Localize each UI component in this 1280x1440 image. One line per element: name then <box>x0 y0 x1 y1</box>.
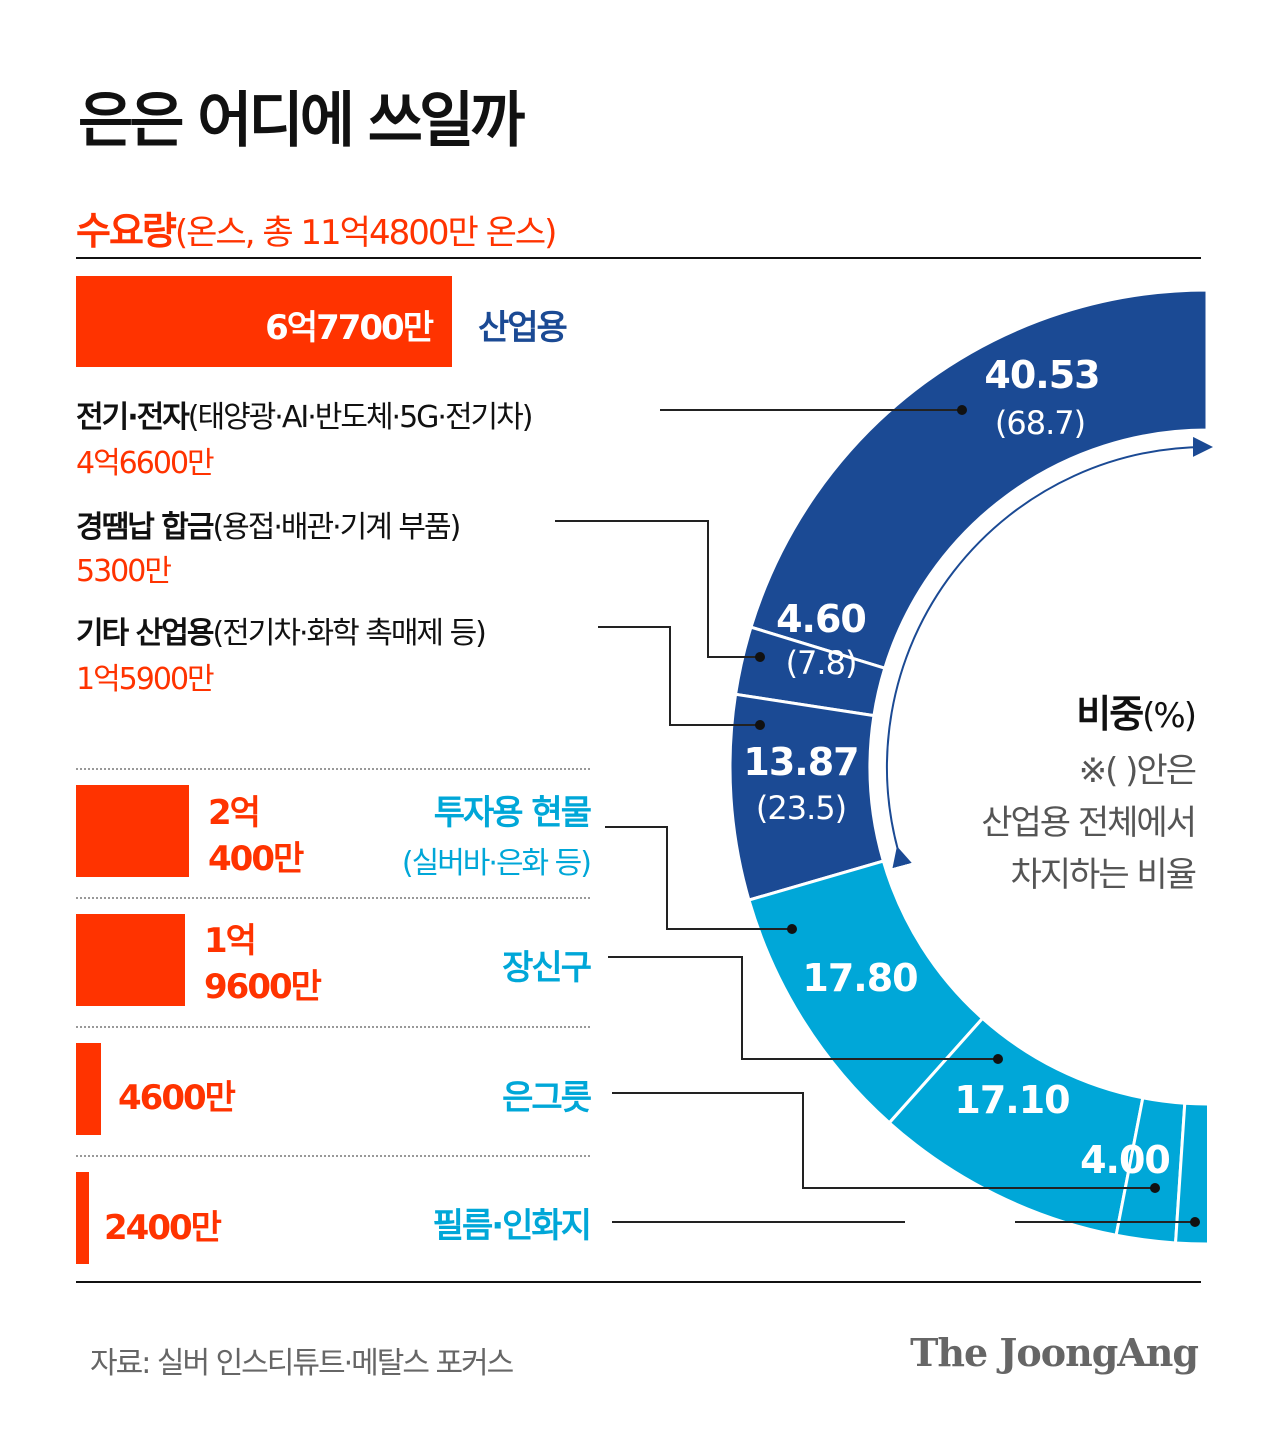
leader-line <box>555 520 760 658</box>
bar-industrial <box>76 276 452 367</box>
segment-label-other-industrial: 13.87 <box>743 740 859 784</box>
investment-sublabel: (실버바·은화 등) <box>401 846 592 881</box>
segment-share-other-industrial: (23.5) <box>755 789 847 827</box>
bar-film <box>76 1172 89 1264</box>
leader-dot <box>787 924 797 934</box>
item-other-industrial: 기타 산업용(전기차·화학 촉매제 등) <box>76 616 487 651</box>
divider <box>76 897 590 899</box>
bottom-rule <box>76 1281 1201 1283</box>
segment-share-electronics: (68.7) <box>994 404 1086 442</box>
leader-line <box>598 626 760 726</box>
film-label: 필름·인화지 <box>432 1206 592 1246</box>
subtitle-bold: 수요량 <box>76 209 177 253</box>
leader-dot <box>755 652 765 662</box>
bar-jewelry <box>76 914 185 1006</box>
jewelry-amount: 1억 9600만 <box>204 921 322 1007</box>
industrial-total-label: 59.00 <box>942 578 1058 622</box>
segment-label-investment: 17.80 <box>802 956 918 1000</box>
leader-line <box>608 956 998 1060</box>
leader-dot <box>755 720 765 730</box>
leader-dot <box>993 1054 1003 1064</box>
divider <box>76 768 590 770</box>
source-text: 자료: 실버 인스티튜트·메탈스 포커스 <box>90 1346 514 1381</box>
item-electronics: 전기·전자(태양광·AI·반도체·5G·전기차) <box>76 400 533 435</box>
leader-dot <box>1150 1183 1160 1193</box>
leader-line <box>612 1092 1155 1189</box>
bar-investment <box>76 785 189 877</box>
divider <box>76 1026 590 1028</box>
bar-silverware <box>76 1043 101 1135</box>
silverware-label: 은그릇 <box>502 1078 592 1118</box>
investment-label: 투자용 현물 <box>433 793 592 833</box>
item-other-industrial-amount: 1억5900만 <box>76 662 215 697</box>
investment-amount: 2억 400만 <box>208 793 304 879</box>
item-solder: 경땜납 합금(용접·배관·기계 부품) <box>76 510 461 545</box>
total-arrow-arc <box>886 436 1213 869</box>
legend-note: ※( )안은 산업용 전체에서 차지하는 비율 <box>981 751 1197 895</box>
segment-label-jewelry: 17.10 <box>954 1078 1070 1122</box>
subtitle: 수요량(온스, 총 11억4800만 온스) <box>76 200 558 255</box>
leader-dot <box>957 405 967 415</box>
subtitle-rest: (온스, 총 11억4800만 온스) <box>174 213 558 253</box>
industrial-label: 산업용 <box>478 308 568 348</box>
donut-segment <box>1173 1101 1207 1246</box>
segment-label-solder: 4.60 <box>776 597 867 641</box>
divider <box>76 1155 590 1157</box>
jewelry-label: 장신구 <box>502 948 592 988</box>
leader-line <box>605 826 792 930</box>
leader-dot <box>1190 1217 1200 1227</box>
logo: The JoongAng <box>910 1330 1199 1375</box>
segment-label-film: 2.10 <box>915 1203 1006 1247</box>
silverware-amount: 4600만 <box>118 1078 236 1118</box>
segment-label-electronics: 40.53 <box>984 353 1100 397</box>
segment-share-solder: (7.8) <box>785 644 858 682</box>
legend-title: 비중(%) <box>1076 692 1197 736</box>
page-title: 은은 어디에 쓰일까 <box>78 86 525 156</box>
item-electronics-amount: 4억6600만 <box>76 446 215 481</box>
item-solder-amount: 5300만 <box>76 554 172 589</box>
film-amount: 2400만 <box>104 1208 222 1248</box>
industrial-amount: 6억7700만 <box>265 308 434 348</box>
top-rule <box>76 257 1201 259</box>
segment-label-silverware: 4.00 <box>1080 1138 1171 1182</box>
